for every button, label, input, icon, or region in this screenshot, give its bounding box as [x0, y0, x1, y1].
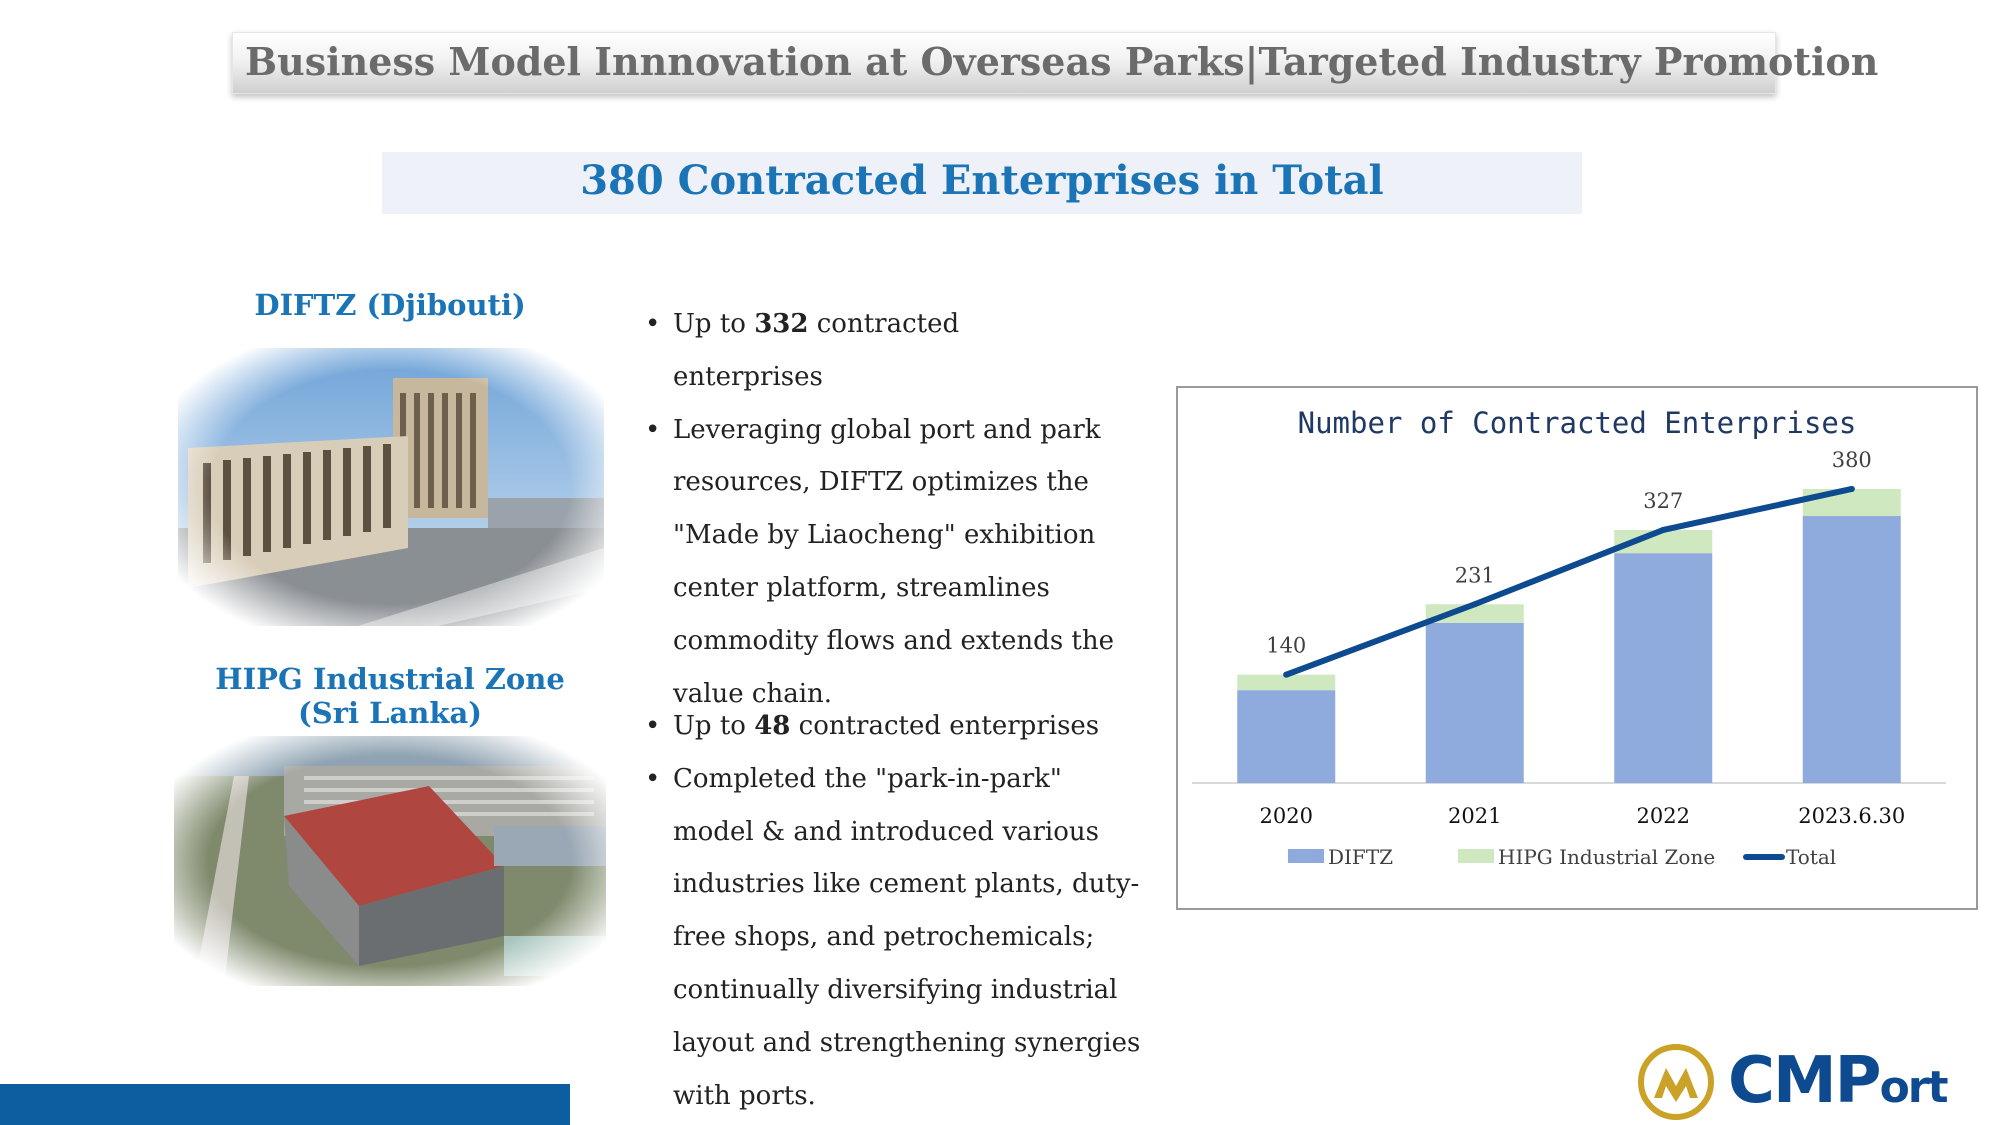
legend-label-1: HIPG Industrial Zone — [1498, 845, 1715, 869]
bar-hipg-industrial-zone-0 — [1237, 674, 1336, 691]
cmport-wordmark: CMPort — [1728, 1044, 1949, 1118]
hipg-bullet-count: Up to 48 contracted enterprises — [645, 700, 1145, 753]
bar-hipg-industrial-zone-2 — [1614, 529, 1713, 554]
bar-hipg-industrial-zone-1 — [1425, 604, 1524, 623]
data-label-3: 380 — [1832, 448, 1872, 472]
legend-swatch-diftz — [1288, 849, 1324, 863]
chart-plot: 2020 2021 2022 2023.6.30 140 231 327 380 DIFTZ HI… — [1192, 448, 1946, 869]
total-line — [1283, 485, 1855, 678]
hipg-title-line1: HIPG Industrial Zone — [215, 662, 565, 696]
diftz-count: 332 — [754, 309, 809, 339]
x-tick-label-1: 2021 — [1448, 804, 1501, 828]
hipg-bullets: Up to 48 contracted enterprises Complete… — [645, 700, 1145, 1122]
total-point-3 — [1848, 485, 1855, 492]
cmport-logo: CMPort — [1636, 1042, 1996, 1122]
page-title: Business Model Innnovation at Overseas P… — [245, 39, 1879, 84]
enterprises-chart: Number of Contracted Enterprises 2020 202… — [1176, 386, 1978, 910]
bar-diftz-2 — [1614, 553, 1713, 783]
hipg-photo — [174, 736, 606, 986]
diftz-photo — [178, 348, 604, 626]
hipg-bullet-description: Completed the "park-in-park" model & and… — [645, 753, 1145, 1123]
total-point-2 — [1660, 526, 1667, 533]
data-label-1: 231 — [1455, 563, 1495, 587]
bar-diftz-3 — [1802, 516, 1901, 783]
bar-hipg-industrial-zone-3 — [1802, 488, 1901, 517]
total-point-1 — [1471, 601, 1478, 608]
bar-diftz-0 — [1237, 690, 1336, 783]
footer-bar — [0, 1084, 570, 1125]
diftz-bullet-description: Leveraging global port and park resource… — [645, 404, 1115, 721]
diftz-bullet-count: Up to 332 contracted enterprises — [645, 298, 1115, 404]
chart-title: Number of Contracted Enterprises — [1297, 406, 1857, 440]
legend-swatch-hipg-industrial-zone — [1458, 849, 1494, 863]
hipg-title: HIPG Industrial Zone (Sri Lanka) — [200, 662, 580, 730]
summary-banner: 380 Contracted Enterprises in Total — [382, 152, 1582, 214]
diftz-bullets: Up to 332 contracted enterprises Leverag… — [645, 298, 1115, 720]
data-label-0: 140 — [1266, 634, 1306, 658]
summary-banner-text: 380 Contracted Enterprises in Total — [580, 157, 1384, 204]
x-tick-label-3: 2023.6.30 — [1798, 804, 1905, 828]
data-label-2: 327 — [1643, 489, 1683, 513]
hipg-count: 48 — [754, 711, 791, 741]
legend-label-2: Total — [1786, 845, 1836, 869]
bar-diftz-1 — [1425, 622, 1524, 783]
title-bar: Business Model Innnovation at Overseas P… — [232, 32, 1878, 94]
total-point-0 — [1283, 671, 1290, 678]
x-tick-label-2: 2022 — [1637, 804, 1690, 828]
legend-label-0: DIFTZ — [1328, 845, 1393, 869]
diftz-title: DIFTZ (Djibouti) — [254, 288, 526, 322]
hipg-title-line2: (Sri Lanka) — [298, 696, 482, 730]
cmport-emblem-icon — [1638, 1044, 1714, 1120]
x-tick-label-0: 2020 — [1260, 804, 1313, 828]
